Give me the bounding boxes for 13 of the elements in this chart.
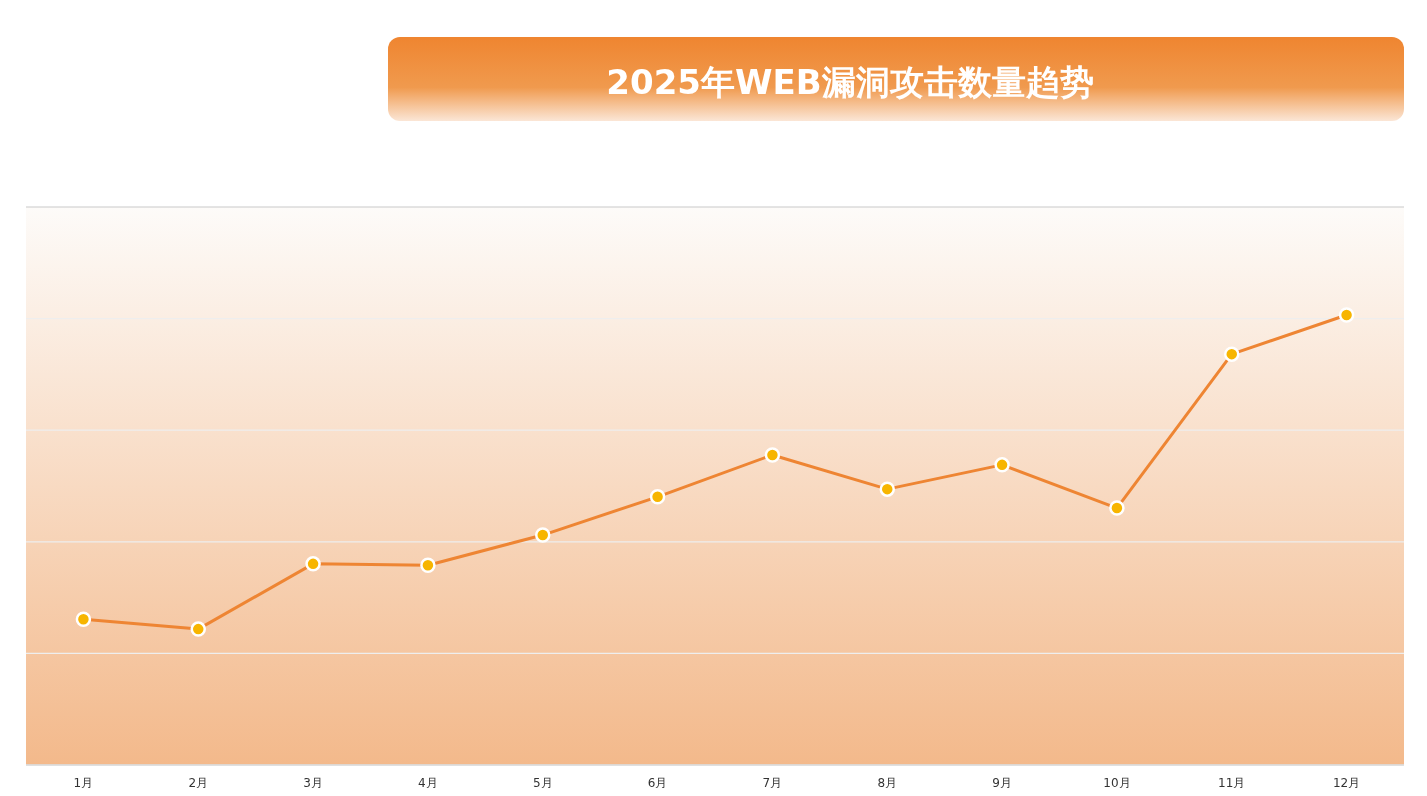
x-tick-label: 11月 bbox=[1218, 776, 1246, 790]
x-tick-label: 1月 bbox=[73, 776, 94, 790]
x-tick-label: 2月 bbox=[188, 776, 209, 790]
x-tick-label: 7月 bbox=[762, 776, 783, 790]
x-tick-label: 12月 bbox=[1332, 776, 1361, 790]
chart-title: 2025年WEB漏洞攻击数量趋势 bbox=[606, 62, 1094, 102]
x-tick-label: 6月 bbox=[647, 776, 668, 790]
x-tick-label: 9月 bbox=[992, 776, 1012, 790]
x-tick-label: 5月 bbox=[532, 776, 553, 790]
x-tick-label: 3月 bbox=[303, 776, 323, 790]
x-tick-label: 4月 bbox=[418, 776, 438, 790]
x-tick-label: 10月 bbox=[1103, 776, 1131, 790]
x-tick-label: 8月 bbox=[877, 776, 898, 790]
